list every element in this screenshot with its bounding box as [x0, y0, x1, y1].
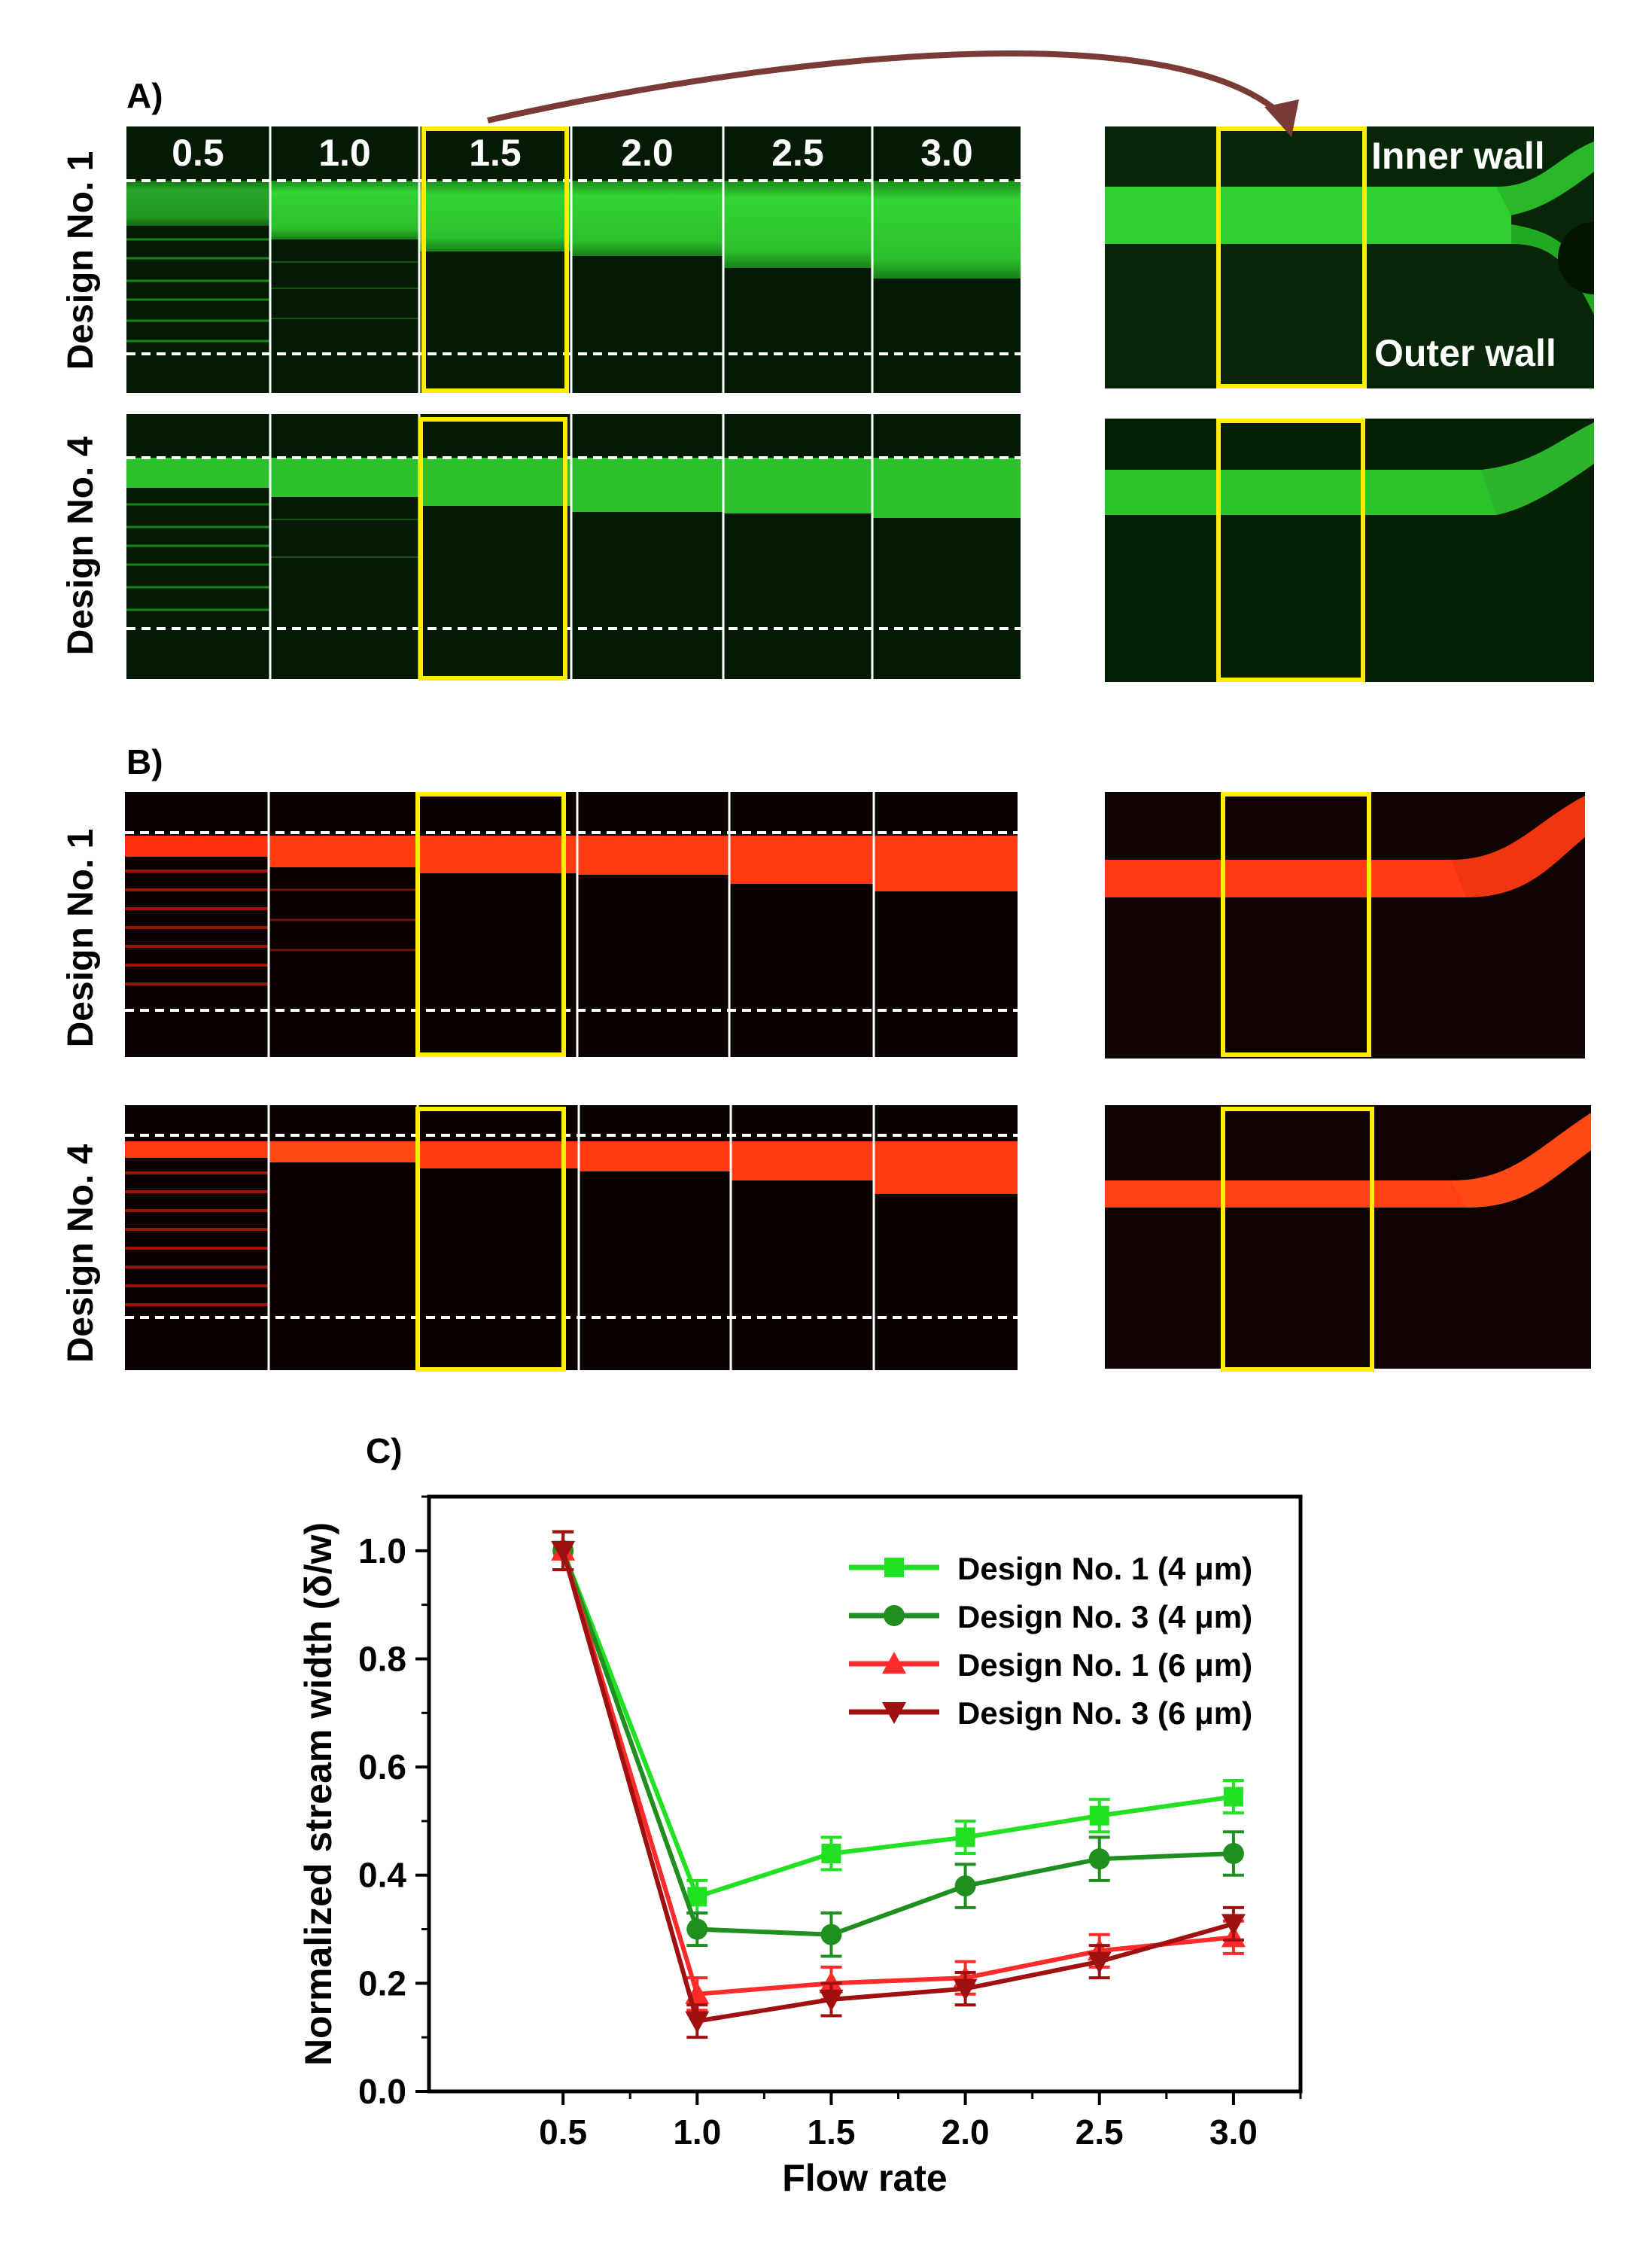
- micrograph-b-design4: [125, 1105, 1018, 1370]
- micrograph-a-design4: [126, 414, 1021, 679]
- highlight-box-b2-detail: [1221, 1107, 1374, 1372]
- y-tick-label: 0.0: [358, 2072, 406, 2111]
- y-tick-label: 0.8: [358, 1639, 406, 1678]
- data-point: [686, 1918, 708, 1940]
- highlight-box-b1-detail: [1221, 792, 1371, 1057]
- data-point: [687, 1887, 707, 1907]
- data-point: [1089, 1805, 1109, 1826]
- panel-c-label: C): [366, 1431, 403, 1470]
- data-point: [1223, 1786, 1243, 1807]
- y-axis-label: Normalized stream width (δ/w): [297, 1522, 339, 2066]
- flow-label-3: 2.0: [621, 132, 674, 174]
- data-point: [1221, 1914, 1246, 1936]
- micrograph-b-design4-detail: [1105, 1105, 1591, 1369]
- data-point: [1088, 1848, 1110, 1870]
- data-point: [820, 1924, 842, 1945]
- data-point: [821, 1844, 841, 1863]
- inner-wall-label: Inner wall: [1371, 135, 1545, 177]
- x-tick-label: 0.5: [539, 2112, 587, 2152]
- highlight-box-b1: [415, 792, 566, 1057]
- highlight-box-a2-detail: [1216, 419, 1365, 682]
- series-line: [561, 1549, 1234, 1997]
- legend-entry: Design No. 1 (6 μm): [957, 1647, 1252, 1683]
- legend-marker: [882, 1702, 906, 1724]
- data-point: [551, 1540, 576, 1563]
- series-line: [561, 1549, 1234, 1937]
- flow-label-5: 3.0: [920, 132, 973, 174]
- flow-label-1: 1.0: [318, 132, 371, 174]
- highlight-box-a1: [421, 126, 569, 393]
- flow-label-2: 1.5: [469, 132, 522, 174]
- x-tick-label: 2.0: [942, 2112, 990, 2152]
- legend-entry: Design No. 1 (4 μm): [957, 1551, 1252, 1586]
- data-point: [819, 1989, 844, 2012]
- data-point: [1222, 1843, 1244, 1864]
- highlight-box-b2: [415, 1107, 566, 1372]
- x-tick-label: 1.0: [673, 2112, 721, 2152]
- series-line: [561, 1549, 1234, 1900]
- y-tick-label: 0.6: [358, 1747, 406, 1786]
- data-point: [953, 1978, 978, 2001]
- panel-b-label: B): [126, 742, 163, 781]
- micrograph-a-design1-detail: [1105, 126, 1594, 388]
- legend-marker: [884, 1558, 904, 1577]
- series-line: [561, 1549, 1234, 2024]
- y-tick-label: 0.2: [358, 1963, 406, 2003]
- x-tick-label: 3.0: [1209, 2112, 1258, 2152]
- x-tick-label: 2.5: [1075, 2112, 1124, 2152]
- micrograph-a-design1: [126, 126, 1021, 393]
- y-tick-label: 0.4: [358, 1856, 406, 1895]
- x-tick-label: 1.5: [807, 2112, 855, 2152]
- panel-a-label: A): [126, 76, 163, 115]
- data-point: [955, 1827, 975, 1847]
- series-3: [551, 1530, 1246, 2039]
- zoom-arrow: [487, 50, 1299, 137]
- data-point: [954, 1875, 976, 1897]
- micrograph-a-design4-detail: [1105, 419, 1594, 682]
- data-point: [685, 2011, 710, 2033]
- data-point: [1087, 1951, 1112, 1974]
- micrograph-b-design1-detail: [1105, 792, 1585, 1058]
- series-1: [552, 1530, 1244, 1958]
- flow-label-4: 2.5: [771, 132, 824, 174]
- x-axis-label: Flow rate: [782, 2157, 947, 2199]
- micrograph-b-design1: [125, 792, 1018, 1057]
- legend-entry: Design No. 3 (4 μm): [957, 1599, 1252, 1634]
- outer-wall-label: Outer wall: [1374, 332, 1556, 374]
- highlight-box-a2: [418, 417, 567, 681]
- legend-marker: [884, 1605, 905, 1626]
- flow-label-0: 0.5: [172, 132, 224, 174]
- plot-frame: [427, 1494, 1303, 2094]
- y-tick-label: 1.0: [358, 1531, 406, 1570]
- legend-entry: Design No. 3 (6 μm): [957, 1695, 1252, 1731]
- legend-marker: [882, 1652, 906, 1674]
